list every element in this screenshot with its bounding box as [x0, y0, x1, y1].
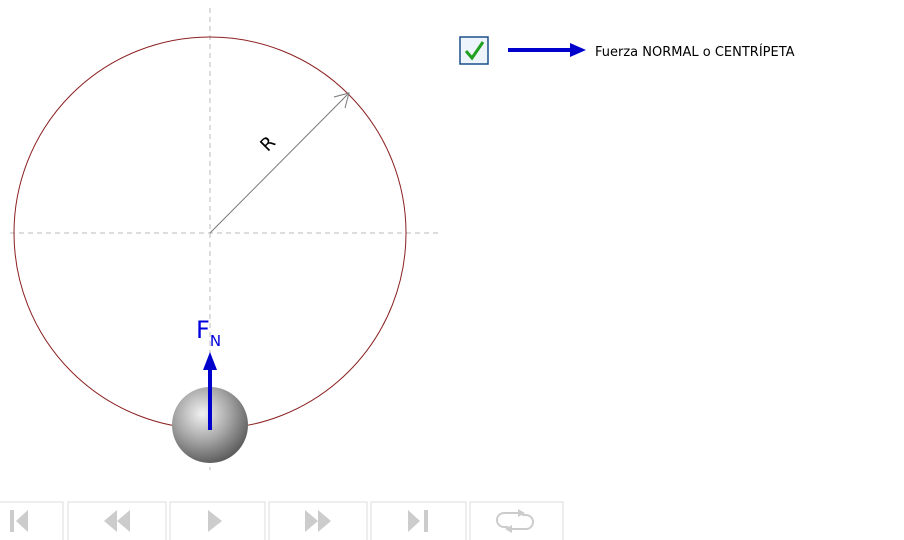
legend-arrow — [508, 43, 586, 57]
forward-button[interactable] — [268, 501, 368, 540]
force-subscript: N — [210, 332, 221, 350]
playback-bar — [0, 501, 564, 540]
first-button[interactable] — [0, 501, 64, 540]
play-button[interactable] — [169, 501, 266, 540]
normal-force-arrow — [203, 352, 217, 430]
loop-button[interactable] — [469, 501, 564, 540]
legend-label: Fuerza NORMAL o CENTRÍPETA — [595, 44, 795, 60]
checkbox[interactable] — [459, 36, 489, 65]
radius-label: R — [256, 132, 280, 156]
last-button[interactable] — [370, 501, 467, 540]
force-letter: F — [196, 316, 210, 344]
back-button[interactable] — [67, 501, 167, 540]
force-label: FN — [196, 316, 221, 350]
radius-arrow — [209, 92, 350, 234]
